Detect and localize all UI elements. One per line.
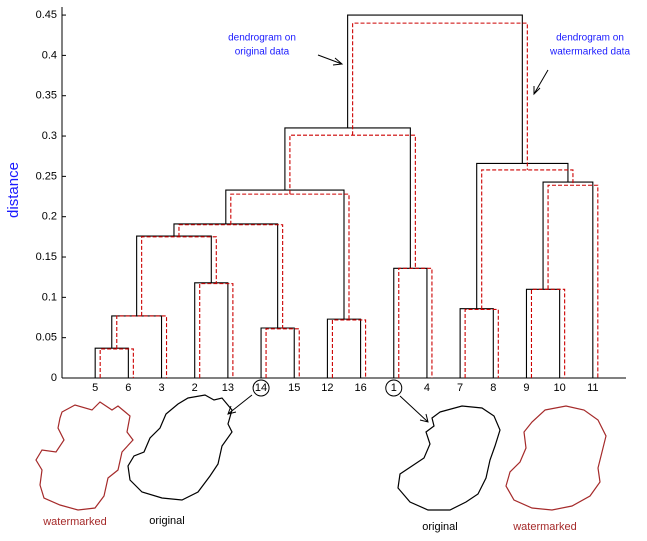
dendrogram-link: [141, 236, 217, 316]
dendrogram-link: [547, 184, 599, 378]
shape-label: watermarked: [512, 521, 577, 533]
dendrogram-link: [199, 283, 234, 378]
y-tick-label: 0.35: [36, 90, 57, 102]
dendrogram-link: [260, 327, 295, 378]
x-tick-label: 4: [424, 382, 430, 394]
x-tick-label: 13: [222, 382, 234, 394]
y-tick-label: 0.2: [42, 211, 57, 223]
y-tick-label: 0.25: [36, 170, 57, 182]
x-tick-label: 12: [321, 382, 333, 394]
dendrogram-link: [525, 288, 561, 378]
dendrogram-link: [347, 14, 523, 164]
x-tick-label: 16: [354, 382, 366, 394]
arrow: [399, 395, 429, 423]
x-tick-label: 11: [587, 382, 598, 394]
dendrogram-link: [284, 127, 411, 269]
y-tick-label: 0: [51, 372, 57, 384]
dendrogram-link: [116, 315, 168, 378]
x-tick-label: 14: [255, 382, 267, 394]
x-tick-label: 7: [457, 382, 463, 394]
y-tick-label: 0.4: [42, 49, 57, 61]
x-tick-label: 1: [391, 382, 397, 394]
shape-watermarked: [35, 401, 134, 511]
dendrogram-link: [225, 189, 345, 320]
annotation-line: watermarked data: [549, 47, 630, 58]
x-tick-label: 5: [92, 382, 98, 394]
x-tick-label: 2: [192, 382, 198, 394]
dendrogram-link: [289, 134, 416, 269]
x-tick-label: 6: [125, 382, 131, 394]
dendrogram-link: [481, 169, 574, 310]
shape-watermarked: [505, 405, 607, 511]
dendrogram-link: [178, 224, 284, 329]
shape-label: original: [149, 515, 184, 527]
shape-label: watermarked: [42, 516, 107, 528]
arrow: [317, 54, 344, 66]
shape-label: original: [422, 521, 457, 533]
dendrogram-link: [230, 193, 350, 320]
y-tick-label: 0.3: [42, 130, 57, 142]
dendrogram-link: [459, 308, 494, 378]
dendrogram-link: [530, 288, 566, 378]
shape-original: [127, 394, 233, 501]
annotation: dendrogram on original data dendrogram o…: [228, 33, 630, 58]
y-tick-label: 0.15: [36, 251, 57, 263]
x-tick-label: 15: [288, 382, 300, 394]
dendrogram-link: [326, 318, 362, 378]
x-tick-label: 3: [158, 382, 164, 394]
y-tick-label: 0.05: [36, 332, 57, 344]
shapes: [35, 394, 607, 511]
dendrogram-link: [265, 328, 300, 378]
arrows: [227, 54, 549, 423]
dendrogram-link: [464, 308, 499, 378]
dendrogram-link: [352, 22, 528, 170]
annotation-line: dendrogram on: [228, 33, 296, 44]
y-axis-label: distance: [5, 162, 22, 218]
dendrogram-link: [331, 319, 367, 378]
x-tick-label: 9: [523, 382, 529, 394]
leaf-circle: [385, 379, 403, 397]
annotation-line: original data: [235, 47, 290, 58]
x-tick-label: 10: [554, 382, 566, 394]
dendrogram-link: [173, 223, 279, 328]
shape-original: [397, 405, 501, 511]
x-tick-label: 8: [490, 382, 496, 394]
dendrogram-link: [94, 347, 129, 378]
dendrogram-link: [111, 315, 163, 378]
annotation-line: dendrogram on: [556, 33, 624, 44]
y-tick-label: 0.45: [36, 9, 57, 21]
y-tick-label: 0.1: [42, 291, 57, 303]
leaf-circle: [252, 379, 270, 397]
dendrogram-link: [398, 267, 433, 378]
dendrogram-link: [542, 181, 594, 378]
arrow: [533, 69, 549, 96]
